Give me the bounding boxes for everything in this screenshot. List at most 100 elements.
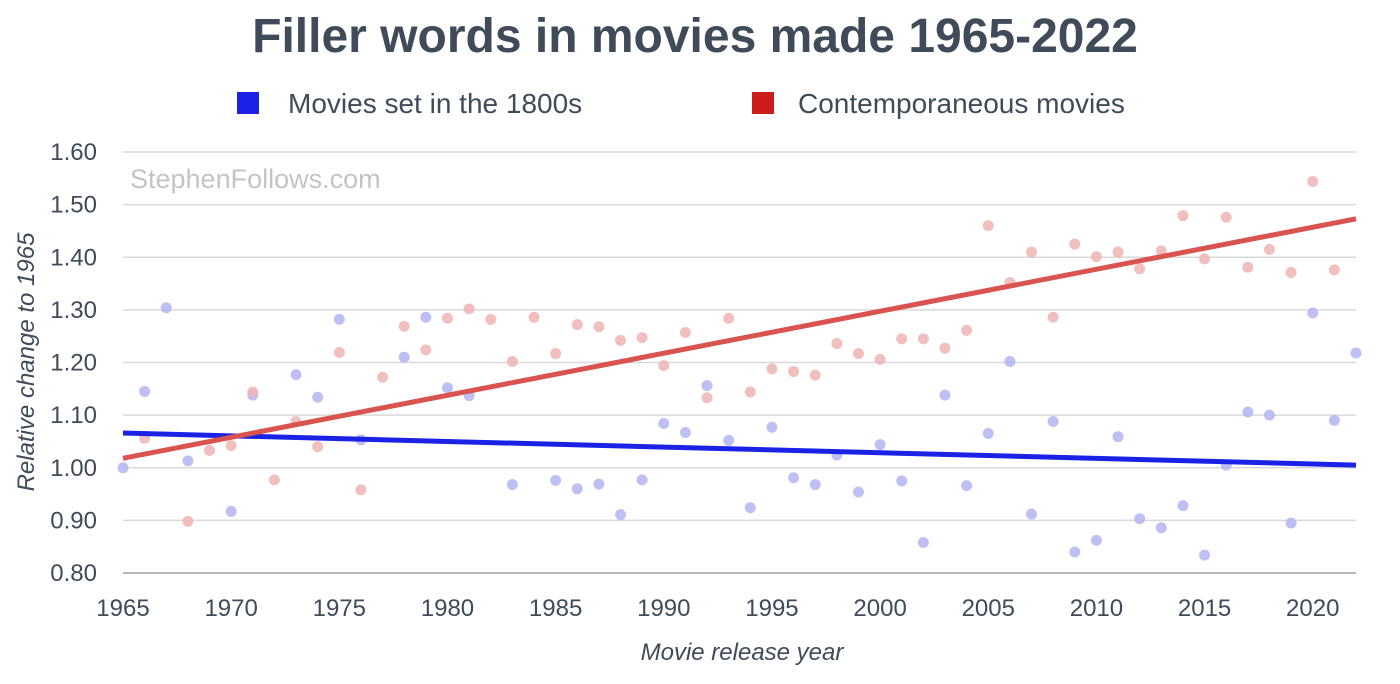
data-point-1800s <box>1155 522 1167 534</box>
data-point-1800s <box>593 478 605 490</box>
data-point-contemporaneous <box>1263 243 1275 255</box>
legend: Movies set in the 1800s Contemporaneous … <box>237 88 1125 119</box>
data-point-contemporaneous <box>852 348 864 360</box>
legend-swatch-1800s <box>237 92 259 114</box>
data-point-contemporaneous <box>182 515 194 527</box>
x-tick-label: 2000 <box>853 595 906 622</box>
data-point-contemporaneous <box>485 313 497 325</box>
data-point-1800s <box>1307 307 1319 319</box>
y-tick-label: 1.00 <box>50 455 97 482</box>
data-point-1800s <box>160 302 172 314</box>
data-point-1800s <box>420 311 432 323</box>
data-point-contemporaneous <box>463 303 475 315</box>
data-point-1800s <box>571 483 583 495</box>
data-point-1800s <box>1177 500 1189 512</box>
data-point-1800s <box>1090 534 1102 546</box>
data-point-1800s <box>1112 431 1124 443</box>
data-point-contemporaneous <box>679 327 691 339</box>
data-point-1800s <box>852 486 864 498</box>
data-point-1800s <box>139 385 151 397</box>
data-point-contemporaneous <box>1026 246 1038 258</box>
data-point-1800s <box>312 391 324 403</box>
legend-label-1800s: Movies set in the 1800s <box>288 88 582 119</box>
gridlines <box>123 151 1356 574</box>
data-point-contemporaneous <box>204 444 216 456</box>
data-point-1800s <box>679 426 691 438</box>
data-point-contemporaneous <box>506 355 518 367</box>
data-point-1800s <box>1199 549 1211 561</box>
data-point-1800s <box>1242 406 1254 418</box>
data-point-contemporaneous <box>1090 251 1102 263</box>
data-point-contemporaneous <box>593 321 605 333</box>
data-point-1800s <box>982 428 994 440</box>
data-point-1800s <box>1047 415 1059 427</box>
legend-label-contemporaneous: Contemporaneous movies <box>798 88 1125 119</box>
data-point-1800s <box>182 455 194 467</box>
data-point-1800s <box>723 434 735 446</box>
data-point-1800s <box>290 369 302 381</box>
data-point-contemporaneous <box>874 353 886 365</box>
y-axis-label: Relative change to 1965 <box>13 232 40 492</box>
data-point-contemporaneous <box>615 334 627 346</box>
y-tick-label: 1.20 <box>50 350 97 377</box>
data-point-contemporaneous <box>247 386 259 398</box>
data-point-contemporaneous <box>268 474 280 486</box>
data-point-1800s <box>117 462 129 474</box>
data-point-contemporaneous <box>1112 246 1124 258</box>
data-point-contemporaneous <box>377 371 389 383</box>
y-tick-label: 1.40 <box>50 244 97 271</box>
data-point-1800s <box>441 382 453 394</box>
x-tick-label: 1965 <box>96 595 149 622</box>
data-points <box>117 175 1362 561</box>
data-point-contemporaneous <box>420 344 432 356</box>
legend-swatch-contemporaneous <box>752 92 774 114</box>
data-point-1800s <box>874 439 886 451</box>
data-point-contemporaneous <box>961 324 973 336</box>
data-point-contemporaneous <box>441 312 453 324</box>
x-tick-label: 1970 <box>204 595 257 622</box>
data-point-1800s <box>1004 355 1016 367</box>
data-point-contemporaneous <box>1328 264 1340 276</box>
data-point-contemporaneous <box>917 333 929 345</box>
watermark: StephenFollows.com <box>130 164 381 194</box>
data-point-contemporaneous <box>550 348 562 360</box>
data-point-contemporaneous <box>788 365 800 377</box>
y-tick-label: 1.50 <box>50 192 97 219</box>
y-tick-label: 1.60 <box>50 139 97 166</box>
data-point-contemporaneous <box>1134 263 1146 275</box>
data-point-1800s <box>896 475 908 487</box>
data-point-1800s <box>744 502 756 514</box>
x-tick-label: 2020 <box>1286 595 1339 622</box>
x-axis-label: Movie release year <box>641 639 845 666</box>
data-point-1800s <box>550 474 562 486</box>
data-point-contemporaneous <box>1047 311 1059 323</box>
data-point-contemporaneous <box>1199 253 1211 265</box>
y-tick-label: 1.30 <box>50 297 97 324</box>
data-point-1800s <box>1263 409 1275 421</box>
data-point-contemporaneous <box>831 338 843 350</box>
data-point-contemporaneous <box>398 320 410 332</box>
data-point-contemporaneous <box>333 347 345 359</box>
data-point-contemporaneous <box>982 220 994 232</box>
trend-line-contemporaneous <box>122 216 1357 461</box>
data-point-contemporaneous <box>1242 261 1254 273</box>
data-point-1800s <box>1026 508 1038 520</box>
chart-title: Filler words in movies made 1965-2022 <box>252 10 1138 63</box>
data-point-1800s <box>766 421 778 433</box>
data-point-contemporaneous <box>896 333 908 345</box>
data-point-1800s <box>1134 513 1146 525</box>
data-point-contemporaneous <box>744 386 756 398</box>
y-tick-label: 1.10 <box>50 402 97 429</box>
x-tick-label: 1985 <box>529 595 582 622</box>
x-tick-label: 2010 <box>1070 595 1123 622</box>
data-point-contemporaneous <box>1220 211 1232 223</box>
data-point-1800s <box>809 479 821 491</box>
x-tick-label: 2005 <box>962 595 1015 622</box>
data-point-contemporaneous <box>528 311 540 323</box>
x-tick-label: 1980 <box>421 595 474 622</box>
data-point-1800s <box>398 351 410 363</box>
data-point-contemporaneous <box>766 363 778 375</box>
data-point-contemporaneous <box>225 440 237 452</box>
data-point-1800s <box>1328 414 1340 426</box>
y-axis-ticks: 0.80 0.90 1.00 1.10 1.20 1.30 1.40 1.50 1.60 <box>50 139 97 587</box>
